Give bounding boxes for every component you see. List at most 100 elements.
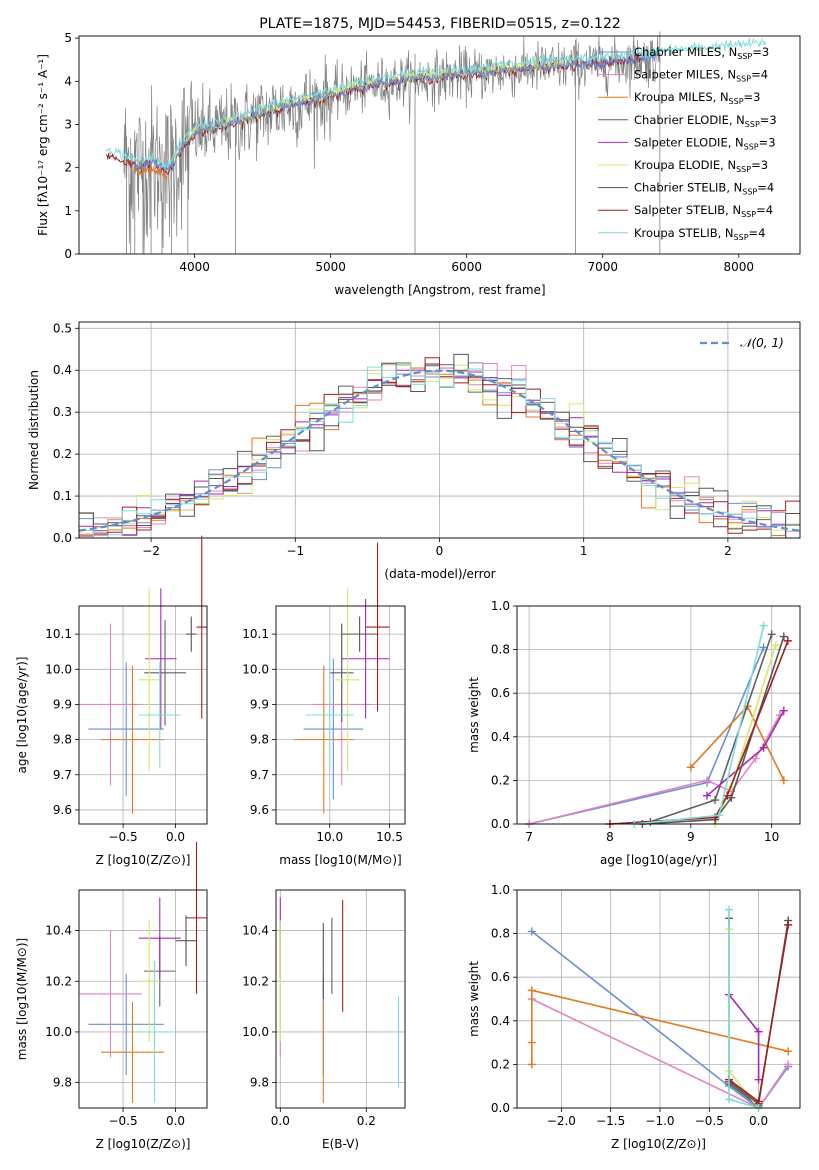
weight-marker-chabrier_miles [759, 643, 768, 652]
mass-vs-z-ytick-label: 10.0 [45, 1025, 72, 1039]
weight-vs-age-xtick-label: 10 [764, 830, 779, 844]
age-vs-z-ytick-label: 10.1 [45, 627, 72, 641]
mass-vs-ebv-ytick-label: 10.2 [242, 974, 269, 988]
weight-marker-kroupa_elodie [771, 641, 780, 650]
hist-ytick-label: 0.5 [53, 321, 72, 335]
histogram-plot [78, 353, 801, 539]
age-vs-mass-ytick-label: 10.1 [242, 627, 269, 641]
weight-marker-kroupa_stelib [759, 621, 768, 630]
hist-xlabel: (data-model)/error [384, 567, 495, 581]
spectrum-xtick-label: 4000 [179, 260, 210, 274]
mass-vs-ebv-points [279, 897, 400, 1103]
hist-xtick-label: 0 [436, 544, 444, 558]
age-vs-mass-points [293, 542, 390, 814]
mass-vs-z-points [79, 841, 207, 1103]
weight-line-kroupa_elodie [714, 644, 777, 825]
observed-spectrum [123, 35, 661, 255]
spectrum-ytick-label: 0 [64, 247, 72, 261]
hist-frame [78, 321, 801, 539]
legend-label: Salpeter MILES, NSSP=4 [634, 68, 768, 84]
mass-vs-z-ytick-label: 10.4 [45, 924, 72, 938]
age-vs-mass-xtick-label: 10.0 [316, 830, 343, 844]
weight-marker-chabrier_stelib [779, 632, 788, 641]
weight-line-kroupa_elodie [728, 929, 760, 1109]
normal-curve [78, 369, 801, 532]
spectrum-frame [78, 35, 801, 255]
age-vs-z-xlabel: Z [log10(Z/Z⊙)] [96, 853, 191, 867]
weight-vs-age-xlabel: age [log10(age/yr)] [600, 853, 717, 867]
weight-vs-z-ytick-label: 0.0 [491, 1101, 510, 1115]
weight-vs-z-ytick-label: 1.0 [491, 883, 510, 897]
hist-xtick-label: −2 [142, 544, 160, 558]
spectrum-xtick-label: 5000 [315, 260, 346, 274]
mass-vs-z-xlabel: Z [log10(Z/Z⊙)] [96, 1137, 191, 1151]
age-vs-mass-ytick-label: 10.0 [242, 662, 269, 676]
age-vs-mass-ytick-label: 9.7 [250, 768, 269, 782]
weight-line-kroupa_miles [531, 989, 789, 1065]
spectrum-plot [105, 31, 767, 255]
mass-vs-z-xtick-label: 0.0 [166, 1114, 185, 1128]
weight-marker-salpeter_elodie [703, 791, 712, 800]
weight-vs-z-xtick-label: −1.0 [645, 1114, 674, 1128]
spectrum-ytick-label: 1 [64, 204, 72, 218]
age-vs-mass-ytick-label: 9.9 [250, 697, 269, 711]
histogram-salpeter_stelib [79, 357, 800, 537]
weight-vs-age-frame [516, 605, 801, 825]
mass-vs-z-xtick-label: −0.5 [108, 1114, 137, 1128]
weight-marker-chabrier_elodie [767, 630, 776, 639]
mass-vs-z-frame [78, 889, 208, 1109]
weight-marker-salpeter_stelib [784, 920, 793, 929]
weight-marker-salpeter_stelib [783, 636, 792, 645]
weight-vs-age-ytick-label: 0.6 [491, 686, 510, 700]
legend-label: Kroupa STELIB, NSSP=4 [634, 226, 765, 242]
weight-vs-age-ytick-label: 0.4 [491, 730, 510, 744]
mass-vs-ebv-xtick-label: 0.2 [357, 1114, 376, 1128]
weight-vs-age-ytick-label: 1.0 [491, 599, 510, 613]
weight-marker-salpeter_stelib [711, 813, 720, 822]
weight-vs-z-xtick-label: −0.5 [695, 1114, 724, 1128]
hist-ytick-label: 0.1 [53, 489, 72, 503]
weight-marker-kroupa_miles [527, 1038, 536, 1047]
age-vs-z-ytick-label: 10.0 [45, 662, 72, 676]
weight-vs-age-ylabel: mass weight [467, 677, 481, 753]
age-vs-z-ylabel: age [log10(age/yr)] [15, 657, 29, 774]
weight-line-salpeter_elodie [728, 994, 760, 1080]
spectrum-ytick-label: 4 [64, 74, 72, 88]
age-vs-z-ytick-label: 9.9 [53, 697, 72, 711]
hist-ylabel: Normed distribution [27, 370, 41, 490]
weight-vs-age-series [525, 621, 792, 828]
model-spectrum-kroupa_miles [132, 163, 168, 183]
spectrum-ylabel: Flux [fλ10⁻¹⁷ erg cm⁻² s⁻¹ A⁻¹] [36, 54, 50, 236]
legend-label: Salpeter ELODIE, NSSP=3 [634, 135, 776, 151]
legend-label: Chabrier STELIB, NSSP=4 [634, 181, 774, 197]
age-vs-z-frame [78, 605, 208, 825]
weight-marker-kroupa_stelib [715, 811, 724, 820]
weight-marker-kroupa_miles [784, 1047, 793, 1056]
spectrum-xtick-label: 8000 [724, 260, 755, 274]
mass-vs-ebv-xtick-label: 0.0 [271, 1114, 290, 1128]
histogram-kroupa_stelib [79, 364, 800, 539]
spectrum-xtick-label: 6000 [451, 260, 482, 274]
weight-vs-age-ytick-label: 0.0 [491, 817, 510, 831]
weight-line-chabrier_stelib [642, 636, 785, 825]
legend-label: Chabrier ELODIE, NSSP=3 [634, 113, 777, 129]
weight-marker-salpeter_elodie [779, 706, 788, 715]
weight-marker-chabrier_miles [527, 927, 536, 936]
hist-ytick-label: 0.3 [53, 405, 72, 419]
weight-vs-z-frame [516, 889, 801, 1109]
weight-marker-salpeter_miles [751, 754, 760, 763]
weight-vs-z-ytick-label: 0.8 [491, 927, 510, 941]
legend-label: Salpeter STELIB, NSSP=4 [634, 203, 773, 219]
weight-marker-kroupa_miles [527, 1060, 536, 1069]
hist-legend-label: 𝒩(0, 1) [740, 336, 784, 350]
age-vs-z-ytick-label: 9.7 [53, 768, 72, 782]
legend-label: Kroupa MILES, NSSP=3 [634, 90, 760, 106]
model-spectrum-chabrier_miles [133, 50, 657, 173]
weight-marker-salpeter_miles [703, 776, 712, 785]
weight-marker-salpeter_elodie [759, 743, 768, 752]
age-vs-z-xtick-label: −0.5 [108, 830, 137, 844]
weight-vs-age-xtick-label: 9 [687, 830, 695, 844]
weight-vs-age-xtick-label: 7 [525, 830, 533, 844]
spectrum-ytick-label: 2 [64, 161, 72, 175]
weight-vs-z-xtick-label: −1.5 [596, 1114, 625, 1128]
